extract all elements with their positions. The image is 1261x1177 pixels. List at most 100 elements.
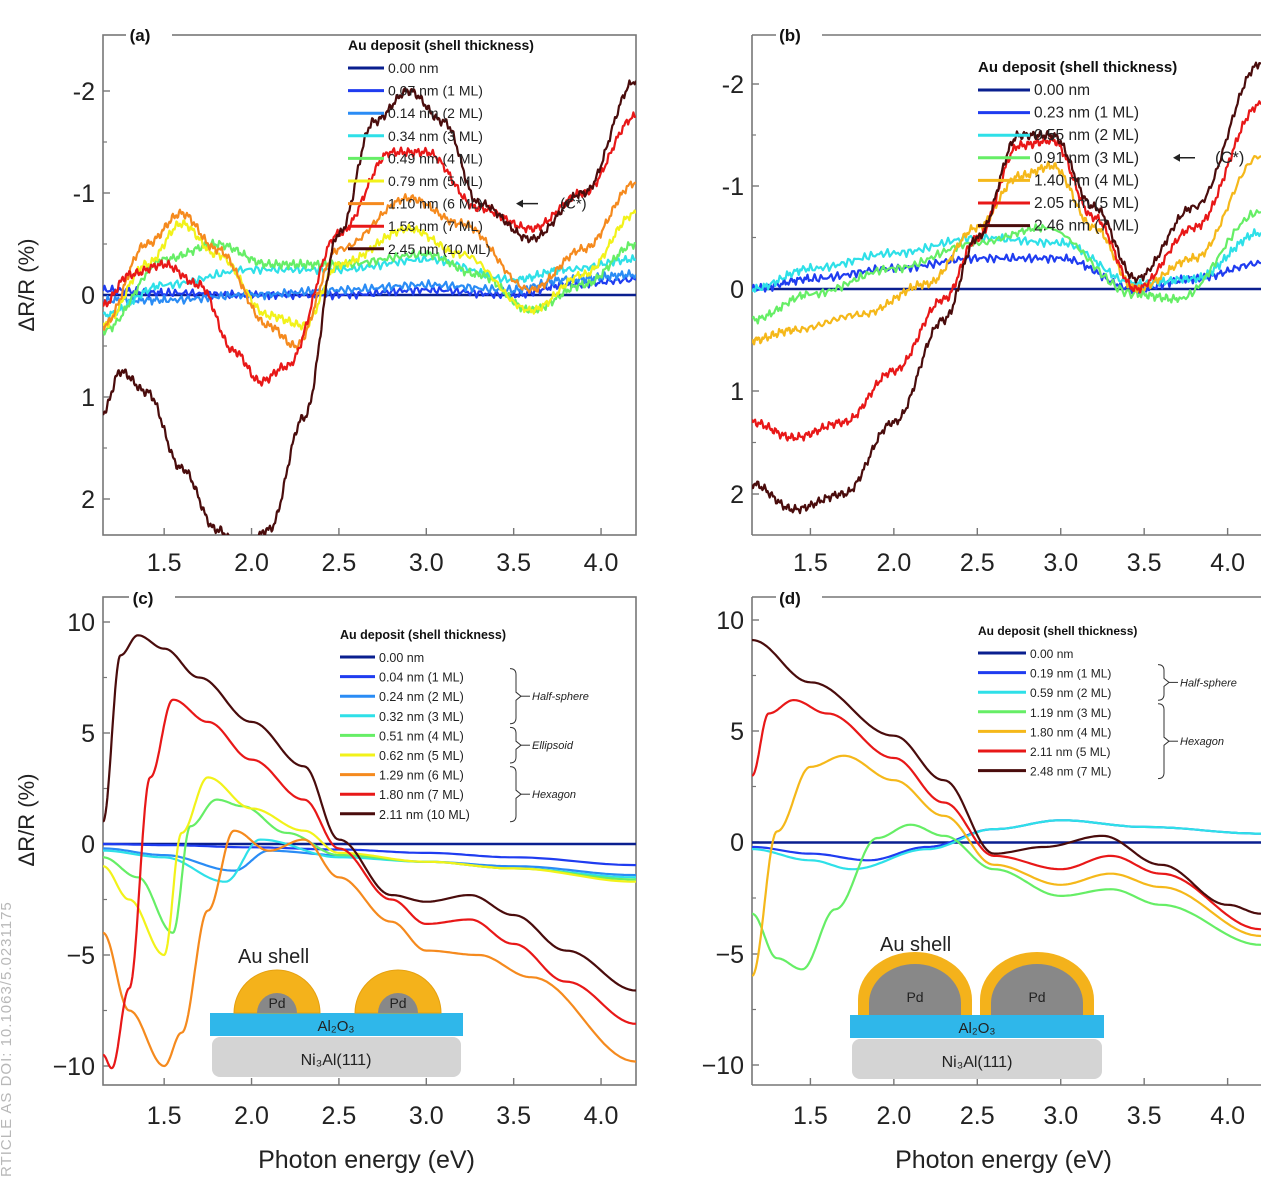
legend-label: 0.55 nm (2 ML) xyxy=(1034,127,1139,144)
group-bracket xyxy=(509,766,522,823)
inset-shell-label: Au shell xyxy=(880,934,951,956)
x-tick-label: 3.0 xyxy=(409,1102,444,1130)
y-tick-label: 0 xyxy=(81,831,95,859)
y-tick-label: −5 xyxy=(715,941,744,969)
x-tick-label: 1.5 xyxy=(147,549,182,577)
group-label: Ellipsoid xyxy=(532,740,574,752)
x-tick-label: 2.0 xyxy=(876,1102,911,1130)
x-tick-label: 2.0 xyxy=(234,1102,269,1130)
legend-label: 0.91 nm (3 ML) xyxy=(1034,150,1139,167)
inset-pd-core xyxy=(378,993,418,1013)
y-axis-label: ΔR/R (%) xyxy=(14,239,39,332)
inset-schematic: Au shell Pd Pd Al₂O₃ Ni₃Al(111) xyxy=(850,934,1104,1079)
y-tick-label: -2 xyxy=(722,71,744,99)
series-line xyxy=(752,823,1261,971)
y-tick-label: 5 xyxy=(81,720,95,748)
inset-pd-core xyxy=(869,964,961,1015)
y-tick-label: 5 xyxy=(730,718,744,746)
y-tick-label: -1 xyxy=(722,173,744,201)
x-tick-label: 2.0 xyxy=(234,549,269,577)
legend-title: Au deposit (shell thickness) xyxy=(978,624,1137,638)
y-tick-label: 0 xyxy=(730,829,744,857)
panel-label-bg xyxy=(776,21,822,49)
panel-label-bg xyxy=(776,584,822,612)
x-tick-label: 1.5 xyxy=(793,549,828,577)
series-line xyxy=(752,61,1261,515)
plot-frame xyxy=(102,34,637,536)
inset-schematic: Au shell Pd Pd Al₂O₃ Ni₃Al(111) xyxy=(210,946,463,1077)
legend-title: Au deposit (shell thickness) xyxy=(348,37,534,53)
inset-oxide-layer xyxy=(850,1015,1104,1038)
x-tick-label: 2.5 xyxy=(960,549,995,577)
inset-substrate xyxy=(212,1037,461,1077)
doi-watermark: RTICLE AS DOI: 10.1063/5.0231175 xyxy=(0,901,15,1177)
annotation-label: (C*) xyxy=(1215,149,1244,167)
group-label: Hexagon xyxy=(1180,736,1224,748)
panel-label: (b) xyxy=(779,26,801,45)
x-tick-label: 2.0 xyxy=(876,549,911,577)
x-tick-label: 3.5 xyxy=(496,1102,531,1130)
inset-au-shell xyxy=(233,969,321,1014)
y-tick-label: -1 xyxy=(73,180,95,208)
x-tick-label: 2.5 xyxy=(322,1102,357,1130)
legend-label: 0.51 nm (4 ML) xyxy=(379,729,464,743)
y-tick-label: −10 xyxy=(702,1052,744,1080)
y-tick-label: 10 xyxy=(716,607,744,635)
series-line xyxy=(103,634,636,992)
legend-label: 2.11 nm (10 ML) xyxy=(379,808,470,822)
series-line xyxy=(752,154,1261,346)
series-line xyxy=(103,698,636,1070)
plot-frame xyxy=(102,596,637,1086)
legend-label: 0.00 nm xyxy=(388,60,439,76)
inset-substrate xyxy=(852,1039,1102,1079)
series-line xyxy=(103,254,636,320)
series-line xyxy=(752,819,1261,862)
group-bracket xyxy=(1157,703,1170,780)
legend-label: 0.19 nm (1 ML) xyxy=(1030,667,1111,681)
group-label: Hexagon xyxy=(532,789,576,801)
y-tick-label: 0 xyxy=(81,282,95,310)
panel-label-bg xyxy=(129,584,175,612)
inset-pd-core xyxy=(257,993,297,1013)
legend-label: 1.53 nm (7 ML) xyxy=(388,218,483,234)
x-tick-label: 1.5 xyxy=(147,1102,182,1130)
series-line xyxy=(103,209,636,331)
y-tick-label: 10 xyxy=(67,609,95,637)
group-label: Half-sphere xyxy=(532,691,589,703)
annotation-arrowhead xyxy=(1173,153,1180,162)
y-tick-label: 0 xyxy=(730,276,744,304)
series-line xyxy=(103,79,636,535)
legend-label: 2.45 nm (10 ML) xyxy=(388,241,491,257)
legend-label: 0.00 nm xyxy=(1034,82,1090,99)
series-line xyxy=(752,638,1261,915)
inset-oxide-label: Al₂O₃ xyxy=(318,1018,355,1035)
x-tick-label: 3.0 xyxy=(1043,1102,1078,1130)
group-bracket xyxy=(509,668,522,725)
legend-label: 1.10 nm (6 ML) xyxy=(388,196,483,212)
y-tick-label: 1 xyxy=(730,378,744,406)
legend-label: 0.14 nm (2 ML) xyxy=(388,105,483,121)
panel-b: (b) -2 -1 0 1 2 1.5 2.0 2.5 3.0 3.5 4.0 Au deposit (… xyxy=(722,21,1261,577)
series-line xyxy=(103,111,636,387)
x-tick-label: 3.5 xyxy=(1127,1102,1162,1130)
legend-label: 1.80 nm (4 ML) xyxy=(1030,725,1111,739)
x-tick-label: 4.0 xyxy=(1210,549,1245,577)
inset-substrate-label: Ni₃Al(111) xyxy=(942,1054,1013,1071)
legend-label: 2.11 nm (5 ML) xyxy=(1030,745,1110,759)
legend-label: 0.04 nm (1 ML) xyxy=(379,671,464,685)
legend-label: 1.19 nm (3 ML) xyxy=(1030,706,1111,720)
series-line xyxy=(752,699,1261,931)
panel-label: (c) xyxy=(133,589,154,608)
inset-oxide-layer xyxy=(210,1013,463,1036)
inset-substrate-label: Ni₃Al(111) xyxy=(301,1052,372,1069)
legend-label: 0.32 nm (3 ML) xyxy=(379,710,464,724)
series-line xyxy=(103,180,636,351)
inset-shell-label: Au shell xyxy=(238,946,309,968)
legend-label: 0.00 nm xyxy=(379,651,424,665)
series-line xyxy=(103,776,636,957)
y-tick-label: 2 xyxy=(730,481,744,509)
x-tick-label: 3.0 xyxy=(409,549,444,577)
panel-a: (a) -2 -1 0 1 2 1.5 2.0 2.5 3.0 3.5 4.0 ΔR/R (%) Au d… xyxy=(14,21,637,577)
inset-au-shell xyxy=(354,969,442,1014)
legend-title: Au deposit (shell thickness) xyxy=(978,59,1177,76)
